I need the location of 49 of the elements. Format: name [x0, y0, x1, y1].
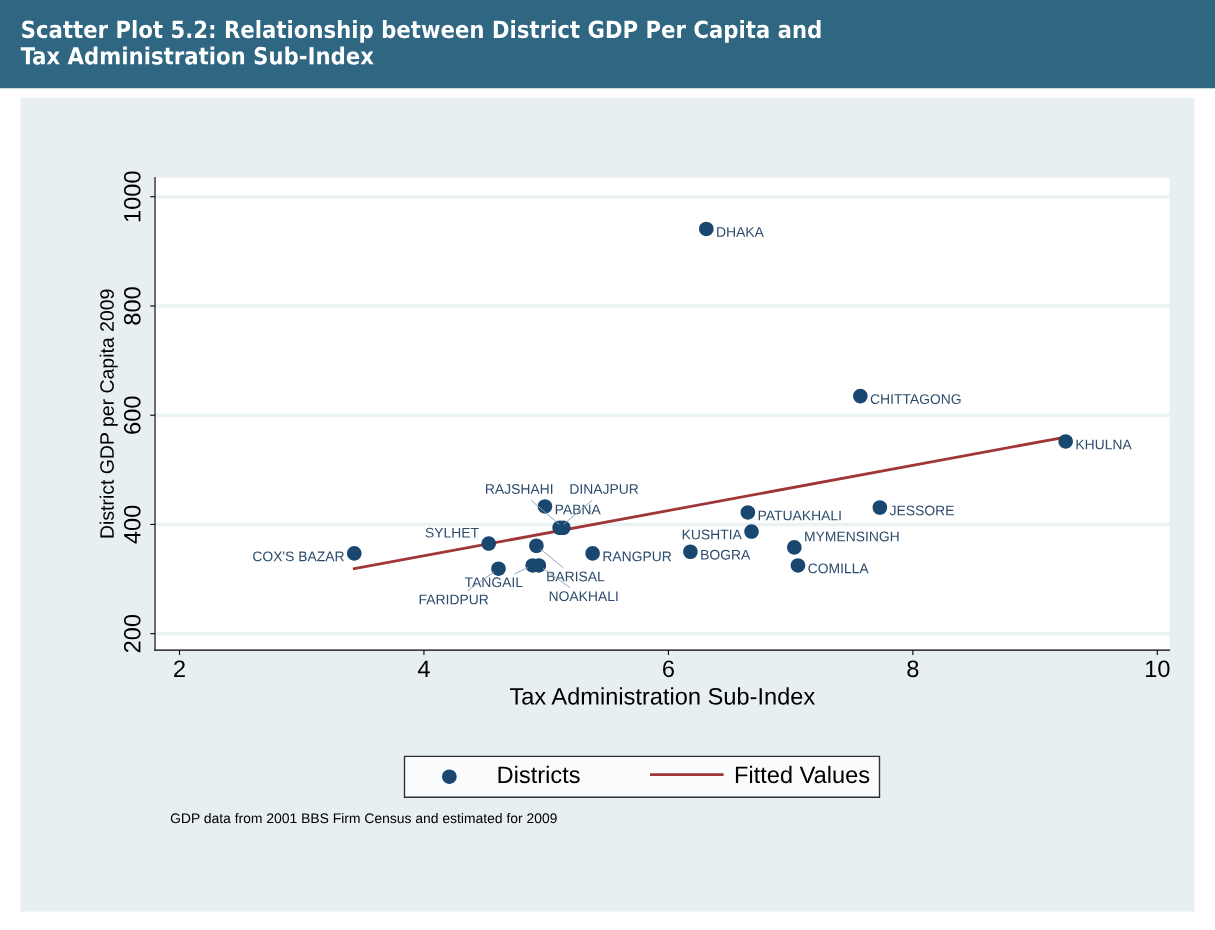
point [529, 538, 544, 554]
annotation: RAJSHAHI [486, 484, 553, 494]
point [1058, 434, 1073, 449]
x-tick-label: 8 [907, 660, 919, 678]
annotation: BOGRA [701, 549, 751, 560]
point [744, 524, 759, 539]
legend-label: Districts [498, 765, 580, 784]
annotation: TANGAIL [464, 577, 523, 588]
legend-label: Fitted Values [735, 765, 870, 784]
annotation: PABNA [555, 504, 601, 515]
annotation: JESSORE [889, 505, 954, 516]
annotation: COMILLA [808, 563, 869, 574]
y-axis-title: District GDP per Capita 2009 [99, 289, 118, 538]
point [699, 221, 714, 237]
point [346, 546, 362, 561]
annotation: SYLHET [425, 527, 479, 538]
point [740, 505, 756, 520]
annotation: NOAKHALI [549, 591, 618, 602]
annotation: BARISAL [547, 571, 605, 582]
x-tick-label: 4 [417, 660, 430, 677]
point [491, 561, 506, 576]
x-tick-label: 6 [663, 660, 674, 678]
annotation: DINAJPUR [570, 484, 639, 494]
point [683, 544, 698, 560]
y-tick-label: 400 [123, 505, 141, 544]
text: GDP data from 2001 BBS Firm Census and estimated for 2009 [170, 812, 557, 824]
annotation: KUSHTIA [682, 529, 742, 540]
chart-title: Scatter Plot 5.2: Relationship between District GDP Per Capita and Tax Administration Sub-Index [20, 19, 821, 65]
annotation: FARIDPUR [419, 594, 489, 605]
x-tick-label: 10 [1146, 660, 1170, 678]
x-tick-label: 2 [174, 660, 185, 677]
y-tick-label: 200 [123, 614, 141, 653]
point [872, 500, 888, 515]
annotation: COX'S BAZAR [253, 551, 344, 562]
point [787, 540, 802, 555]
point [481, 536, 497, 551]
annotation: CHITTAGONG [870, 394, 961, 404]
point [790, 558, 806, 573]
annotation: KHULNA [1076, 439, 1132, 450]
point [585, 546, 600, 561]
annotation: MYMENSINGH [805, 531, 899, 542]
annotation: RANGPUR [603, 551, 672, 562]
y-tick-label: 800 [123, 287, 141, 325]
y-tick-label: 1000 [123, 171, 141, 222]
x-axis-title: Tax Administration Sub-Index [509, 687, 815, 705]
annotation: DHAKA [717, 227, 764, 237]
point [853, 388, 868, 404]
annotation: PATUAKHALI [758, 510, 841, 521]
y-tick-label: 600 [123, 396, 141, 434]
